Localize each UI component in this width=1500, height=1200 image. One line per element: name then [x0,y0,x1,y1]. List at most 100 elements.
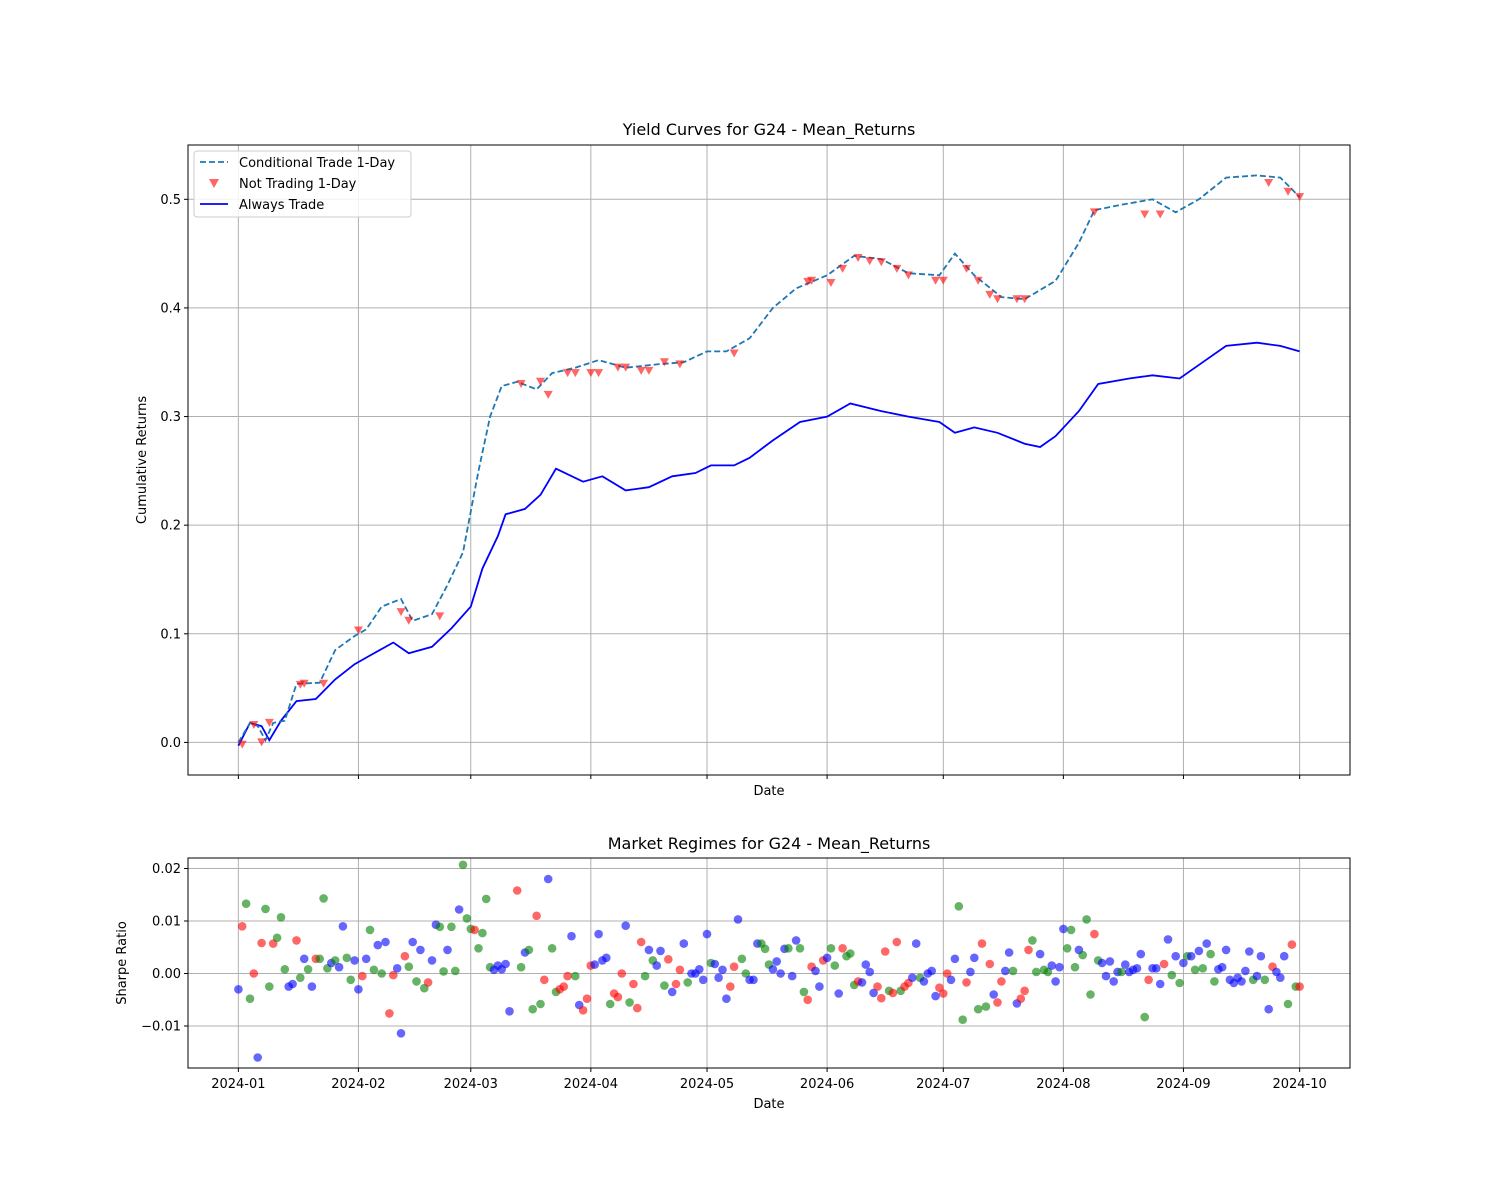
regime-point [877,993,886,1003]
regime-point [927,966,936,976]
regime-point [1117,967,1126,977]
not-trading-marker [1020,295,1030,304]
regime-point [760,944,770,954]
regime-point [594,929,603,939]
regime-point [973,1004,983,1014]
regime-point [605,999,615,1009]
regime-point [563,971,572,981]
regime-point [636,937,646,947]
regime-point [292,936,301,945]
regime-point [1020,986,1029,996]
regime-point [1155,979,1165,989]
regime-point [1245,947,1254,956]
regime-point [237,922,247,931]
regime-point [1241,966,1250,976]
regime-point [512,886,522,895]
regime-point [532,911,541,921]
yield-chart-frame [187,144,1351,776]
regime-point [768,965,778,974]
regime-point [772,957,781,966]
regime-point [369,965,379,975]
regime-chart-yticks: −0.01 0.00 0.01 0.02 [141,862,188,1035]
regime-point [737,954,747,964]
regime-point [970,953,979,963]
regime-point [590,960,599,969]
regime-point [1260,975,1270,985]
regime-point [412,977,421,986]
regime-point [1140,1012,1149,1022]
regime-point [671,979,681,989]
regime-ytick-label: 0.01 [152,915,181,930]
not-trading-marker [435,612,445,621]
regime-point [389,970,398,980]
regime-point [1144,975,1153,985]
regime-point [454,905,464,914]
regime-point [652,961,661,970]
regime-ytick-label: −0.01 [141,1020,181,1035]
regime-point [1016,994,1026,1003]
regime-point [776,969,785,978]
not-trading-marker [1264,179,1274,188]
regime-point [702,929,712,939]
not-trading-marker [353,626,363,635]
regime-point [1256,951,1266,961]
regime-point [958,1015,967,1024]
regime-chart: Market Regimes for G24 - Mean_Returns −0… [115,834,1351,1112]
yield-chart: Yield Curves for G24 - Mean_Returns 0.00… [135,120,1351,799]
regime-point [400,951,410,961]
regime-point [547,944,557,953]
regime-point [342,953,352,963]
regime-point [257,938,266,948]
regime-point [919,977,929,986]
regime-point [338,922,348,931]
regime-point [838,944,847,953]
not-trading-marker [543,390,553,399]
yield-chart-xticks [237,775,1301,779]
regime-point [675,965,685,975]
regime-point [373,940,383,950]
regime-point [241,899,251,908]
regime-point [1252,971,1262,981]
regime-point [664,955,673,964]
not-trading-marker [1140,210,1150,219]
regime-point [481,894,491,904]
regime-point [993,998,1002,1007]
regime-point [543,874,553,884]
regime-point [559,982,568,991]
regime-point [416,945,425,955]
regime-chart-title: Market Regimes for G24 - Mean_Returns [608,834,931,854]
yield-chart-grid [188,145,1350,775]
regime-point [1055,962,1064,972]
yield-ytick-label: 0.3 [160,410,181,425]
legend-box [193,150,412,218]
not-trading-marker [644,366,654,375]
regime-point [1024,945,1033,955]
regime-point [1163,935,1173,944]
regime-point [276,913,286,922]
regime-point [1171,951,1180,961]
not-trading-marker [516,379,526,388]
regime-point [381,937,390,947]
regime-point [1051,977,1060,986]
not-trading-marker [1283,187,1293,196]
regime-point [524,945,534,955]
regime-point [462,914,472,923]
regime-point [950,954,960,964]
regime-point [1152,964,1161,973]
regime-xtick-label: 2024-09 [1156,1077,1210,1092]
regime-chart-xticks: 2024-01 2024-02 2024-03 2024-04 2024-05 2024-… [211,1068,1327,1092]
regime-point [1186,951,1196,961]
regime-point [288,979,297,989]
regime-chart-ylabel: Sharpe Ratio [115,921,130,1005]
regime-point [1028,936,1037,945]
regime-point [1136,949,1146,959]
not-trading-marker [807,276,817,285]
regime-point [799,987,809,997]
not-trading-marker [659,358,669,367]
yield-ytick-label: 0.5 [160,193,181,208]
legend-not-trading-swatch [209,179,219,188]
regime-point [1283,999,1293,1009]
yield-ytick-label: 0.0 [160,736,181,751]
regime-point [791,936,801,945]
